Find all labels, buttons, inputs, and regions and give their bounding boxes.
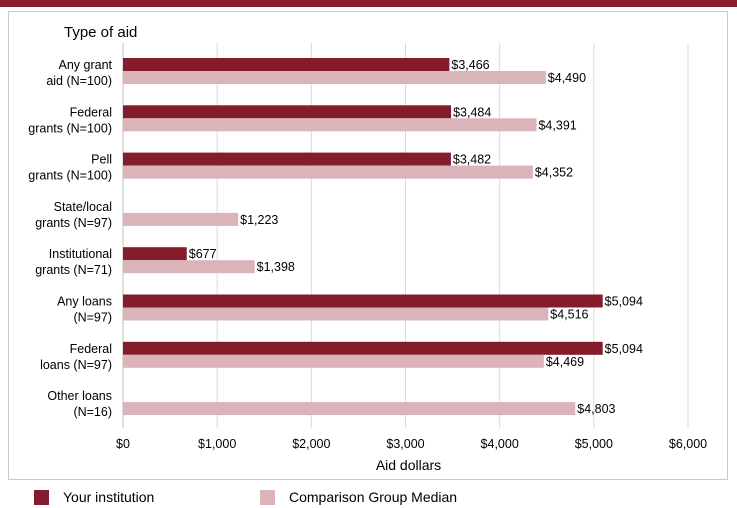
category-label-line1: Federal — [70, 105, 112, 119]
x-tick-label: $6,000 — [669, 437, 707, 451]
bar-your-institution — [123, 294, 603, 308]
data-label: $4,516 — [550, 308, 588, 322]
bar-your-institution — [123, 58, 450, 71]
category-label-line2: (N=16) — [73, 405, 112, 419]
x-tick-label: $0 — [116, 437, 130, 451]
data-label: $5,094 — [605, 295, 643, 309]
legend: Your institution Comparison Group Median — [30, 487, 720, 507]
bar-comparison-median — [123, 354, 544, 368]
category-label-line2: (N=97) — [73, 311, 112, 325]
data-label: $4,469 — [546, 355, 584, 369]
data-label: $677 — [189, 247, 217, 261]
bar-comparison-median — [123, 212, 239, 226]
data-label: $4,391 — [538, 118, 576, 132]
category-label-line1: State/local — [54, 200, 112, 214]
legend-item-comparison-group: Comparison Group Median — [260, 487, 457, 507]
data-label: $1,223 — [240, 213, 278, 227]
x-tick-label: $3,000 — [386, 437, 424, 451]
category-label-line1: Any loans — [57, 295, 112, 309]
bar-comparison-median — [123, 118, 537, 132]
plot-area — [8, 11, 728, 480]
category-label-line2: grants (N=100) — [28, 121, 112, 135]
x-tick-label: $1,000 — [198, 437, 236, 451]
x-tick-label: $2,000 — [292, 437, 330, 451]
category-label-line2: aid (N=100) — [46, 74, 112, 88]
bar-comparison-median — [123, 165, 533, 179]
bar-comparison-median — [123, 71, 546, 84]
legend-label-your-institution: Your institution — [63, 489, 155, 505]
category-label-line2: grants (N=100) — [28, 169, 112, 183]
legend-item-your-institution: Your institution — [34, 487, 154, 507]
data-label: $5,094 — [605, 342, 643, 356]
category-label-line1: Pell — [91, 153, 112, 167]
bar-comparison-median — [123, 402, 576, 416]
category-label-line1: Other loans — [47, 389, 112, 403]
x-tick-label: $4,000 — [481, 437, 519, 451]
bar-your-institution — [123, 247, 187, 261]
bar-your-institution — [123, 341, 603, 355]
bar-comparison-median — [123, 307, 549, 321]
data-label: $4,803 — [577, 402, 615, 416]
bar-your-institution — [123, 105, 452, 119]
category-label-line2: grants (N=71) — [35, 263, 112, 277]
legend-swatch-comparison-group — [260, 489, 275, 505]
data-label: $3,484 — [453, 105, 491, 119]
data-label: $3,466 — [451, 58, 489, 72]
chart-title: Type of aid — [64, 24, 137, 41]
data-label: $4,352 — [535, 166, 573, 180]
data-label: $4,490 — [548, 71, 586, 85]
category-label-line1: Any grant — [58, 58, 112, 72]
category-label-line1: Federal — [70, 342, 112, 356]
bar-your-institution — [123, 152, 451, 166]
legend-swatch-your-institution — [34, 489, 49, 505]
top-accent-bar — [0, 0, 737, 7]
bar-comparison-median — [123, 260, 255, 274]
data-label: $1,398 — [257, 260, 295, 274]
category-label-line1: Institutional — [49, 247, 112, 261]
x-axis-label: Aid dollars — [376, 457, 441, 473]
category-label-line2: grants (N=97) — [35, 216, 112, 230]
category-label-line2: loans (N=97) — [40, 358, 112, 372]
data-label: $3,482 — [453, 153, 491, 167]
x-tick-label: $5,000 — [575, 437, 613, 451]
legend-label-comparison-group: Comparison Group Median — [289, 489, 458, 505]
